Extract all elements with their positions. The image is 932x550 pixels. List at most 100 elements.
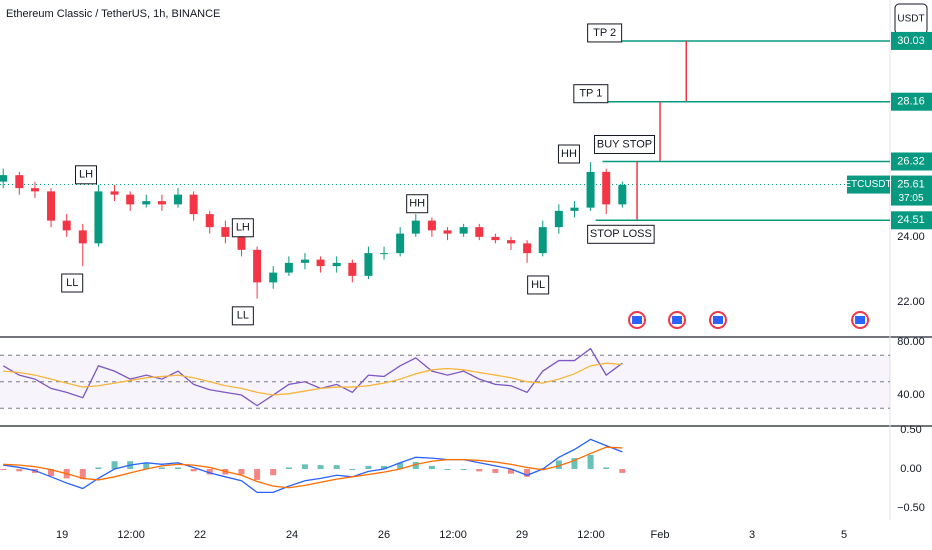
pattern-label: LH xyxy=(236,222,250,234)
x-tick-label: 3 xyxy=(749,529,755,541)
macd-histogram-bar xyxy=(317,465,324,470)
x-tick-label: 29 xyxy=(516,529,528,541)
macd-histogram-bar xyxy=(571,458,578,470)
macd-histogram-bar xyxy=(349,469,356,471)
macd-histogram-bar xyxy=(476,469,483,472)
candle-body xyxy=(554,210,563,228)
candle-body xyxy=(78,230,87,244)
pattern-label: LL xyxy=(66,277,78,289)
level-label-box xyxy=(594,134,656,154)
pattern-label-box xyxy=(527,275,550,295)
price-tag xyxy=(891,152,932,171)
x-tick-label: 26 xyxy=(378,529,390,541)
pattern-label-box xyxy=(231,218,254,238)
candle-body xyxy=(570,207,579,211)
x-tick-label: 12:00 xyxy=(439,529,467,541)
pattern-label: HH xyxy=(409,198,425,210)
macd-histogram-bar xyxy=(508,469,515,474)
price-tag-label: 30.03 xyxy=(897,35,925,47)
price-tag-label: 26.32 xyxy=(897,155,925,167)
macd-histogram-bar xyxy=(619,469,626,473)
x-tick-label: 22 xyxy=(194,529,206,541)
macd-histogram-bar xyxy=(397,462,404,470)
candle-body xyxy=(538,227,547,254)
macd-histogram-bar xyxy=(285,467,292,470)
macd-histogram-bar xyxy=(412,461,419,470)
x-tick-label: 19 xyxy=(56,529,68,541)
candle-body xyxy=(30,188,39,192)
candle-body xyxy=(126,194,135,205)
candle-body xyxy=(142,201,151,205)
candle-body xyxy=(157,201,166,205)
pattern-label: LL xyxy=(237,310,249,322)
pattern-label-box xyxy=(231,306,254,326)
y-tick-label: 22.00 xyxy=(897,296,925,308)
macd-histogram-bar xyxy=(524,469,531,477)
macd-histogram-bar xyxy=(143,462,150,470)
candle-body xyxy=(427,220,436,231)
level-label: BUY STOP xyxy=(597,138,652,150)
macd-histogram-bar xyxy=(381,465,388,470)
candle-body xyxy=(411,220,420,234)
y-tick-label: −0.50 xyxy=(897,502,925,514)
candle-body xyxy=(364,253,373,276)
candle-body xyxy=(348,262,357,276)
macd-histogram-bar xyxy=(111,461,118,470)
level-label: TP 2 xyxy=(593,27,616,39)
candle-body xyxy=(491,236,500,241)
signal-line xyxy=(3,446,623,489)
candle-body xyxy=(332,262,341,267)
price-tag xyxy=(891,31,932,50)
candle-body xyxy=(443,230,452,234)
macd-histogram-bar xyxy=(190,469,197,472)
level-label-box xyxy=(587,23,623,43)
candle-body xyxy=(475,227,484,237)
macd-line xyxy=(3,438,623,494)
candle-body xyxy=(618,184,627,205)
price-tag-label: 28.16 xyxy=(897,96,925,108)
chart-title: Ethereum Classic / TetherUS, 1h, BINANCE xyxy=(6,8,220,20)
price-tag xyxy=(891,92,932,111)
candle-body xyxy=(110,191,119,195)
candle-body xyxy=(396,233,405,254)
currency-button-label[interactable]: USDT xyxy=(897,14,924,25)
macd-histogram-bar xyxy=(460,469,467,471)
x-tick-label: 12:00 xyxy=(117,529,145,541)
level-label-box xyxy=(587,224,655,244)
candle-body xyxy=(15,175,24,189)
macd-histogram-bar xyxy=(444,469,451,471)
candle-body xyxy=(269,272,278,283)
price-tag-label: 24.51 xyxy=(897,214,925,226)
candle-body xyxy=(602,171,611,205)
macd-histogram-bar xyxy=(0,469,7,471)
candle-body xyxy=(62,220,71,231)
macd-histogram-bar xyxy=(587,454,594,470)
level-label: TP 1 xyxy=(579,88,602,100)
macd-histogram-bar xyxy=(175,467,181,470)
candle-body xyxy=(459,227,468,234)
event-flag xyxy=(632,316,643,324)
candle-body xyxy=(47,191,56,221)
candle-body xyxy=(284,262,293,273)
rsi-ma-line xyxy=(3,362,623,396)
macd-histogram-bar xyxy=(238,469,245,475)
macd-histogram-bar xyxy=(79,469,86,480)
candle-body xyxy=(174,194,182,205)
candle-body xyxy=(300,259,309,263)
candle-body xyxy=(523,243,532,254)
macd-histogram-bar xyxy=(365,465,372,470)
pattern-label-box xyxy=(75,165,98,185)
pattern-label-box xyxy=(406,194,429,214)
candle-body xyxy=(380,253,389,255)
x-tick-label: 12:00 xyxy=(577,529,605,541)
macd-histogram-bar xyxy=(492,469,499,473)
macd-histogram-bar xyxy=(603,467,610,470)
macd-histogram-bar xyxy=(428,465,435,470)
macd-histogram-bar xyxy=(48,469,55,477)
y-tick-label: 0.00 xyxy=(900,463,921,475)
x-tick-label: 5 xyxy=(841,529,847,541)
macd-histogram-bar xyxy=(206,469,213,475)
pattern-label: HH xyxy=(561,148,577,160)
